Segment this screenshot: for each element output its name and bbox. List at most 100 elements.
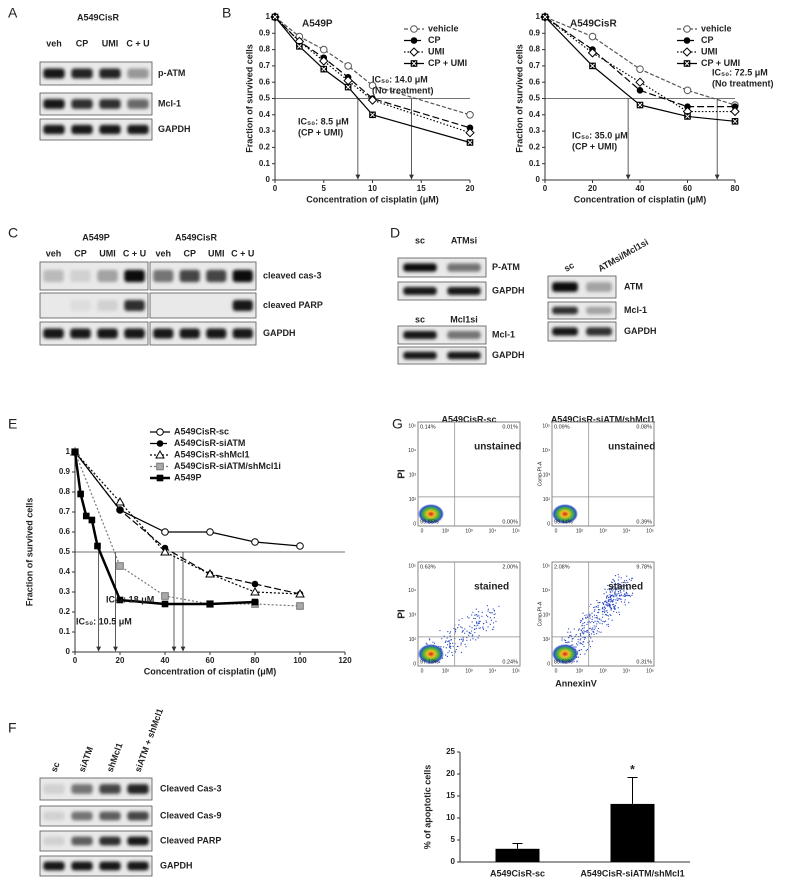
flow-event bbox=[447, 631, 449, 633]
band bbox=[43, 68, 65, 79]
band bbox=[403, 351, 437, 360]
flow-event bbox=[580, 638, 582, 640]
flow-population bbox=[552, 644, 578, 664]
flow-event bbox=[450, 645, 452, 648]
flow-event bbox=[446, 644, 449, 646]
blot-row-label: Cleaved Cas-3 bbox=[160, 783, 222, 793]
flow-event bbox=[449, 645, 451, 647]
flow-event bbox=[589, 617, 591, 619]
x-tick-label: 20 bbox=[116, 656, 125, 665]
band bbox=[124, 328, 145, 339]
flow-event bbox=[597, 602, 599, 604]
flow-event bbox=[561, 637, 563, 639]
flow-event bbox=[607, 599, 609, 601]
band bbox=[153, 269, 174, 283]
flow-event bbox=[578, 628, 580, 630]
flow-event bbox=[607, 588, 609, 591]
x-tick-label: 80 bbox=[731, 184, 740, 193]
flow-y-tick: 10⁵ bbox=[542, 563, 550, 569]
x-tick-label: 80 bbox=[251, 656, 260, 665]
band bbox=[206, 269, 227, 283]
flow-event bbox=[462, 640, 464, 642]
flow-event bbox=[609, 585, 611, 587]
flow-event bbox=[595, 625, 597, 627]
flow-alt-y-label: Comp-PI-A bbox=[537, 461, 543, 486]
flow-event bbox=[586, 614, 588, 616]
flow-event bbox=[591, 618, 593, 621]
flow-event bbox=[604, 611, 606, 614]
x-tick-label: 40 bbox=[161, 656, 170, 665]
flow-event bbox=[610, 609, 612, 611]
flow-event bbox=[621, 588, 623, 590]
y-tick-label: 0.2 bbox=[259, 143, 271, 152]
band bbox=[124, 300, 145, 311]
flow-x-tick: 0 bbox=[555, 528, 558, 534]
band bbox=[43, 861, 65, 871]
y-axis-label: Fraction of survived cells bbox=[24, 498, 34, 607]
band bbox=[71, 124, 93, 135]
marker bbox=[730, 106, 740, 117]
flow-event bbox=[449, 642, 451, 644]
flow-event bbox=[600, 619, 602, 621]
flow-event bbox=[466, 639, 468, 641]
flow-event bbox=[575, 634, 577, 636]
annotation: IC₅₀: 18 μM bbox=[106, 594, 154, 604]
flow-event bbox=[590, 614, 592, 616]
band bbox=[127, 784, 149, 794]
flow-event bbox=[575, 643, 578, 645]
panel-letter: D bbox=[390, 225, 400, 241]
flow-event bbox=[485, 630, 487, 632]
flow-event bbox=[487, 608, 489, 610]
marker bbox=[635, 77, 645, 87]
y-tick-label: 0.9 bbox=[529, 28, 541, 37]
flow-event bbox=[571, 640, 573, 642]
flow-event bbox=[591, 629, 593, 631]
flow-event bbox=[563, 639, 566, 641]
band bbox=[99, 99, 121, 109]
x-tick-label: 60 bbox=[683, 184, 692, 193]
legend-label: CP + UMI bbox=[428, 58, 467, 68]
flow-event bbox=[487, 610, 489, 612]
panel-letter: B bbox=[222, 5, 231, 21]
flow-event bbox=[591, 640, 593, 642]
series-line bbox=[274, 16, 471, 134]
flow-x-tick: 10³ bbox=[465, 668, 473, 674]
flow-event bbox=[591, 616, 594, 618]
flow-event bbox=[474, 628, 476, 630]
flow-event bbox=[475, 621, 478, 623]
band bbox=[97, 328, 118, 339]
flow-event bbox=[593, 625, 595, 627]
flow-event bbox=[603, 621, 605, 623]
marker bbox=[319, 56, 329, 66]
flow-event bbox=[618, 611, 620, 613]
flow-event bbox=[614, 605, 616, 607]
lane-label: CP bbox=[183, 248, 196, 258]
flow-event bbox=[605, 614, 608, 616]
flow-event bbox=[449, 644, 451, 646]
blot-header: A549CisR bbox=[175, 232, 218, 242]
y-tick-label: 0.6 bbox=[529, 77, 541, 86]
flow-event bbox=[451, 651, 453, 654]
band bbox=[586, 306, 612, 315]
quadrant-percent: 97.13% bbox=[420, 659, 439, 665]
flow-event bbox=[493, 613, 495, 615]
flow-event bbox=[620, 601, 623, 603]
flow-event bbox=[455, 648, 457, 651]
y-tick-label: 0.3 bbox=[529, 126, 541, 135]
flow-event bbox=[629, 595, 631, 598]
flow-event bbox=[567, 641, 569, 643]
marker bbox=[115, 496, 125, 506]
flow-event bbox=[471, 614, 473, 616]
band bbox=[43, 811, 65, 821]
y-tick-label: 0.7 bbox=[59, 507, 71, 516]
quadrant-percent: 0.14% bbox=[420, 424, 436, 430]
legend-marker bbox=[156, 474, 164, 482]
band bbox=[447, 263, 481, 272]
y-tick-label: 0.4 bbox=[259, 110, 271, 119]
flow-event bbox=[606, 602, 608, 604]
marker bbox=[587, 48, 598, 58]
flow-event bbox=[471, 635, 473, 637]
flow-event bbox=[624, 585, 627, 587]
band bbox=[124, 269, 145, 283]
flow-event bbox=[602, 613, 604, 615]
